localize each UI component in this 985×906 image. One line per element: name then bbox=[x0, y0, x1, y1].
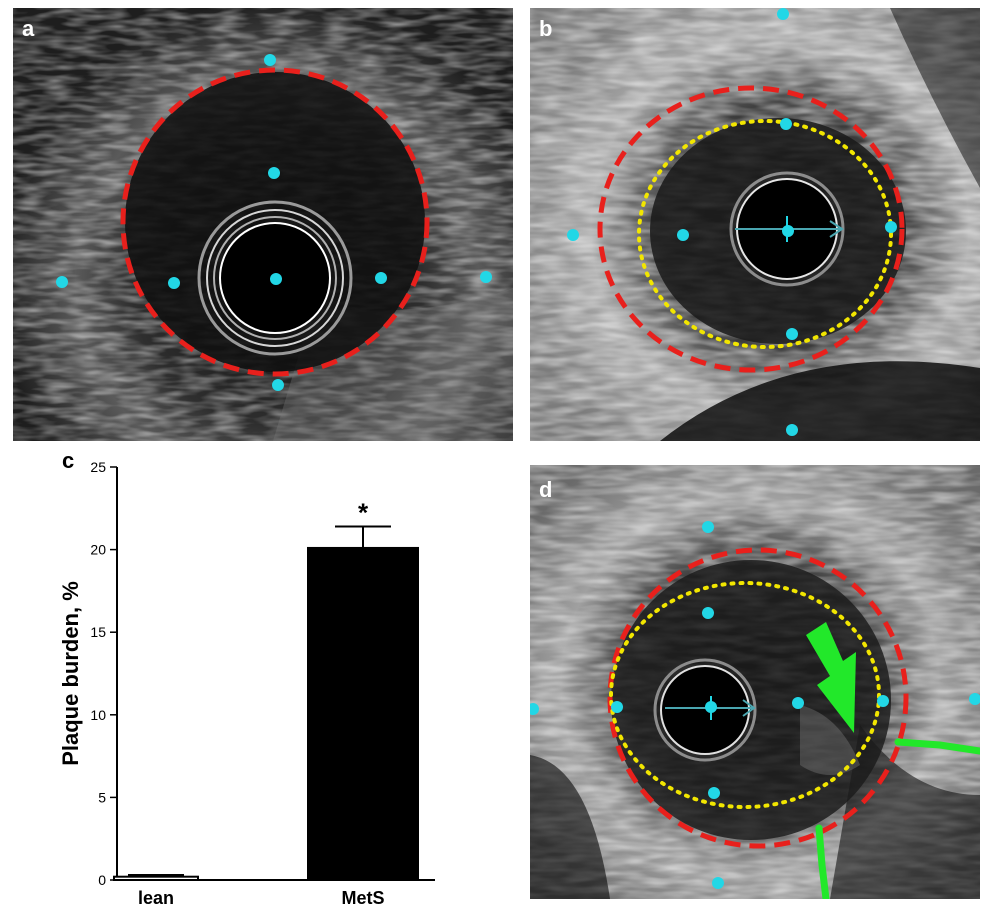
panel-a-ivus-image: a bbox=[13, 8, 513, 441]
landmark-points-a bbox=[56, 54, 492, 391]
y-axis-label: Plaque burden, % bbox=[58, 581, 83, 766]
eem-border-b bbox=[597, 85, 905, 373]
bar-mets bbox=[307, 546, 419, 881]
y-tick-label: 15 bbox=[90, 624, 106, 640]
panel-a-label: a bbox=[22, 16, 35, 41]
landmark-points-b bbox=[567, 8, 897, 436]
y-tick-label: 10 bbox=[90, 707, 106, 723]
significance-marker: * bbox=[358, 497, 369, 527]
ivus-image-d bbox=[530, 465, 980, 899]
plaque-burden-bar-chart: 0 5 10 15 20 25 lean MetS * Plaque burden, % bbox=[58, 459, 435, 906]
lumen-border-d bbox=[609, 581, 881, 809]
plaque-thickness-lines bbox=[815, 738, 980, 899]
lumen-border-b bbox=[637, 119, 893, 349]
eem-border-d bbox=[607, 547, 909, 849]
y-tick-label: 0 bbox=[98, 872, 106, 888]
bar-lean bbox=[113, 875, 199, 882]
x-tick-label-mets: MetS bbox=[341, 888, 384, 906]
x-tick-label-lean: lean bbox=[138, 888, 174, 906]
ivus-image-a bbox=[13, 8, 513, 441]
y-tick-label: 5 bbox=[98, 789, 106, 805]
panel-d-label: d bbox=[539, 477, 553, 502]
panel-b-ivus-image: b bbox=[530, 8, 980, 441]
panel-c-label: c bbox=[62, 448, 75, 473]
y-tick-label: 20 bbox=[90, 542, 106, 558]
ivus-image-b bbox=[530, 8, 980, 441]
landmark-points-d bbox=[530, 521, 980, 889]
plaque-arrow-icon bbox=[806, 622, 856, 733]
eem-border-a bbox=[120, 67, 430, 377]
panel-b-label: b bbox=[539, 16, 553, 41]
y-tick-label: 25 bbox=[90, 459, 106, 475]
panel-d-ivus-image: d bbox=[530, 465, 980, 899]
